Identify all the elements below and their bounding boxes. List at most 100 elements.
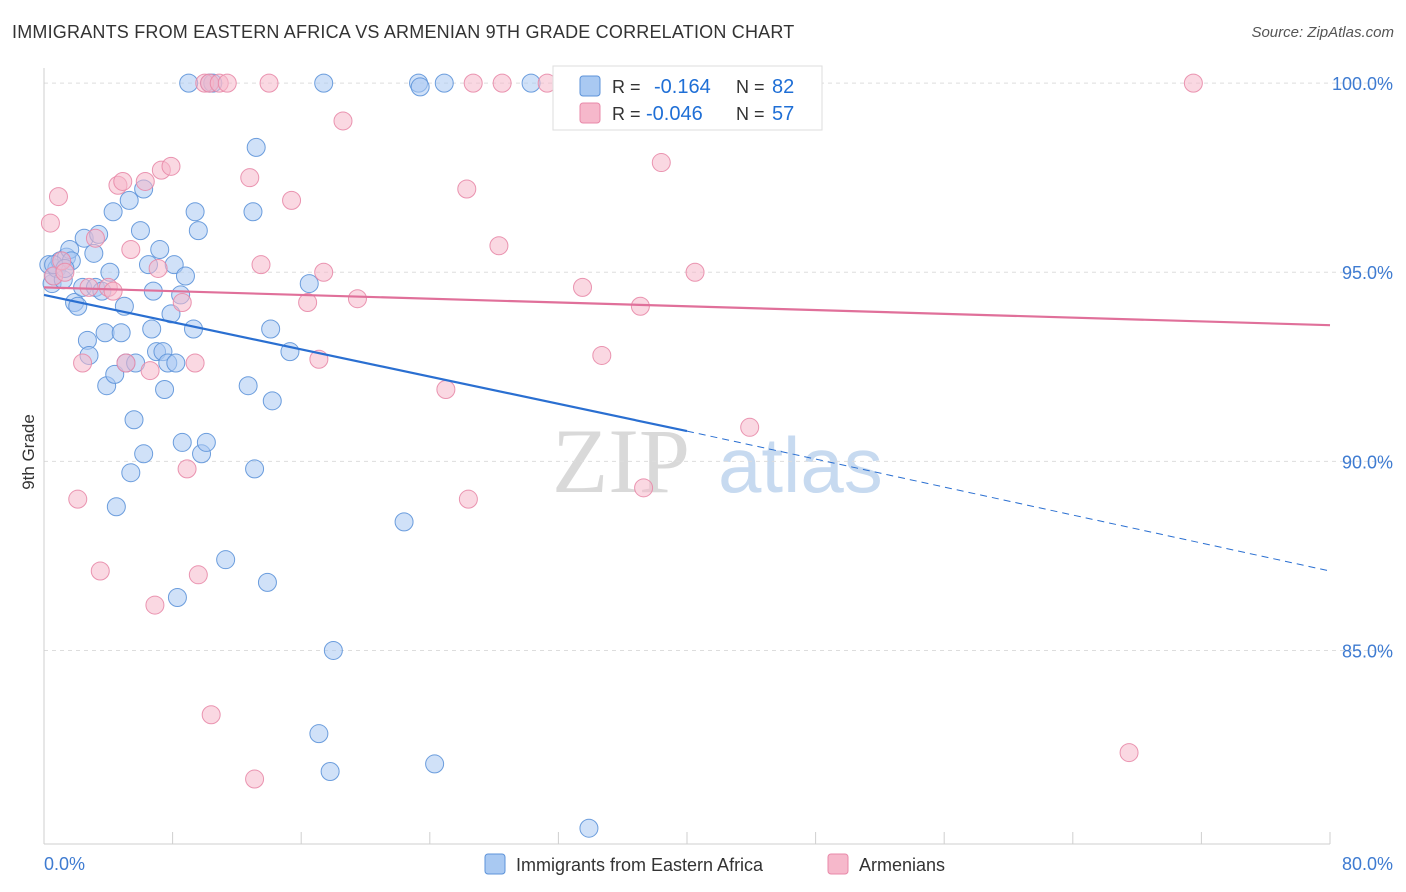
legend-r-label-blue: R = xyxy=(612,77,641,97)
data-point xyxy=(142,319,162,339)
data-point xyxy=(333,111,353,131)
legend-swatch-pink xyxy=(579,102,601,124)
data-point xyxy=(172,432,192,452)
data-point xyxy=(634,478,654,498)
data-point xyxy=(434,73,454,93)
data-point xyxy=(145,595,165,615)
trend-line-eastern-africa-extrapolated xyxy=(686,430,1331,572)
data-point xyxy=(130,221,150,241)
data-point xyxy=(1119,743,1139,763)
legend-n-value-blue: 82 xyxy=(772,76,794,98)
data-point xyxy=(299,274,319,294)
trend-line-eastern-africa xyxy=(43,293,688,433)
chart-title: IMMIGRANTS FROM EASTERN AFRICA VS ARMENI… xyxy=(12,22,795,42)
data-point xyxy=(95,323,115,343)
data-point xyxy=(436,379,456,399)
data-point xyxy=(245,459,265,479)
data-point xyxy=(85,228,105,248)
legend-swatch-blue xyxy=(579,75,601,97)
data-point xyxy=(238,376,258,396)
data-point xyxy=(243,202,263,222)
data-point xyxy=(116,353,136,373)
watermark-atlas: atlas xyxy=(718,421,883,509)
legend-n-label-pink: N = xyxy=(736,104,765,124)
data-point xyxy=(166,353,186,373)
y-tick-label-85: 85.0% xyxy=(1342,641,1393,661)
data-point xyxy=(150,240,170,260)
data-point xyxy=(740,417,760,437)
data-point xyxy=(458,489,478,509)
source-credit: Source: ZipAtlas.com xyxy=(1251,24,1394,41)
data-point xyxy=(140,361,160,381)
data-point xyxy=(177,459,197,479)
data-point xyxy=(185,353,205,373)
trend-line-armenians xyxy=(43,286,1331,327)
data-point xyxy=(492,73,512,93)
trend-lines xyxy=(43,286,1331,572)
stats-legend: R = -0.164 N = 82 R = -0.046 N = 57 xyxy=(552,65,823,131)
data-point xyxy=(685,262,705,282)
data-point xyxy=(282,190,302,210)
legend-r-label-pink: R = xyxy=(612,104,641,124)
data-point xyxy=(314,73,334,93)
data-point xyxy=(394,512,414,532)
y-tick-label-95: 95.0% xyxy=(1342,263,1393,283)
data-point xyxy=(320,761,340,781)
data-point xyxy=(134,444,154,464)
data-point xyxy=(259,73,279,93)
data-point xyxy=(124,410,144,430)
data-point xyxy=(573,277,593,297)
data-point xyxy=(410,77,430,97)
data-point xyxy=(240,168,260,188)
data-point xyxy=(55,262,75,282)
bottom-legend-swatch-blue xyxy=(484,853,506,875)
data-point xyxy=(257,572,277,592)
data-point xyxy=(106,497,126,517)
legend-r-value-pink: -0.046 xyxy=(646,103,703,125)
data-point xyxy=(425,754,445,774)
data-point xyxy=(188,221,208,241)
data-point xyxy=(68,489,88,509)
data-point xyxy=(262,391,282,411)
legend-n-label-blue: N = xyxy=(736,77,765,97)
data-point xyxy=(521,73,541,93)
y-tick-label-90: 90.0% xyxy=(1342,452,1393,472)
data-point xyxy=(579,818,599,838)
legend-r-value-blue: -0.164 xyxy=(654,76,711,98)
data-point xyxy=(103,202,123,222)
data-point xyxy=(251,255,271,275)
legend-n-value-pink: 57 xyxy=(772,103,794,125)
data-point xyxy=(155,379,175,399)
data-point xyxy=(323,640,343,660)
data-point xyxy=(103,281,123,301)
data-point xyxy=(630,296,650,316)
data-point xyxy=(185,202,205,222)
series-legend: Immigrants from Eastern Africa Armenians xyxy=(484,853,945,875)
data-point xyxy=(179,73,199,93)
data-point xyxy=(309,724,329,744)
y-axis-label: 9th Grade xyxy=(19,414,38,490)
grid-lines xyxy=(44,82,1396,651)
data-point xyxy=(463,73,483,93)
data-point xyxy=(105,364,125,384)
data-point xyxy=(167,588,187,608)
data-point xyxy=(1183,73,1203,93)
data-point xyxy=(148,258,168,278)
data-point xyxy=(79,277,99,297)
data-point xyxy=(261,319,281,339)
x-tick-label-min: 0.0% xyxy=(44,854,85,874)
data-point xyxy=(298,292,318,312)
data-point xyxy=(113,171,133,191)
y-tick-label-100: 100.0% xyxy=(1332,74,1393,94)
data-point xyxy=(314,262,334,282)
data-point xyxy=(73,353,93,373)
axes xyxy=(43,68,1331,845)
data-point xyxy=(457,179,477,199)
data-point xyxy=(121,463,141,483)
data-point xyxy=(592,345,612,365)
data-point xyxy=(121,240,141,260)
data-point xyxy=(175,266,195,286)
data-point xyxy=(347,289,367,309)
data-point xyxy=(216,550,236,570)
